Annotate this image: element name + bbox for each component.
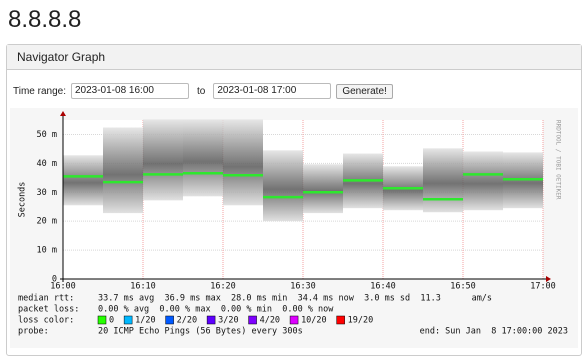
side-note: RRDTOOL / TOBI OETIKER <box>555 120 562 200</box>
legend-swatch <box>206 315 216 325</box>
smoke <box>183 119 223 197</box>
y-tick-label: 40 m <box>37 159 57 169</box>
legend-swatch <box>248 315 257 325</box>
arrow <box>60 111 66 116</box>
y-axis-label: Seconds <box>18 182 28 218</box>
smoke <box>223 119 263 206</box>
legend-entry: 1/20 <box>135 316 155 326</box>
panel: Navigator Graph Time range: 2023-01-08 1… <box>6 44 582 356</box>
probe-text: 20 ICMP Echo Pings (56 Bytes) every 300s <box>98 327 303 337</box>
chart: 0 10 m 20 m 30 m 40 m 50 m 16:00 16:10 16:20 16:3… <box>10 108 578 348</box>
smoke <box>63 155 103 206</box>
y-tick-label: 10 m <box>37 246 57 256</box>
x-tick-label: 16:50 <box>450 282 476 292</box>
x-tick-label: 16:30 <box>290 282 316 292</box>
form: Time range: 2023-01-08 16:00 to 2023-01-… <box>13 83 393 99</box>
x-tick-label: 16:10 <box>130 282 156 292</box>
smoke <box>103 127 143 214</box>
y-tick-label: 30 m <box>37 188 57 198</box>
smoke <box>143 119 183 201</box>
generate-button[interactable]: Generate! <box>336 83 393 99</box>
smoke <box>303 164 343 214</box>
x-tick-label: 16:00 <box>50 282 76 292</box>
start-input[interactable]: 2023-01-08 16:00 <box>70 83 189 99</box>
legend-swatch <box>165 315 174 325</box>
label: Time range: <box>13 85 66 97</box>
legend-swatch <box>336 315 345 325</box>
legend-swatch <box>123 315 133 325</box>
label: to <box>196 85 206 97</box>
stat-text: 33.7 ms avg 36.9 ms max 28.0 ms min 34.4… <box>98 294 492 304</box>
legend-swatch <box>289 315 299 325</box>
stat-label: median rtt: <box>18 294 74 304</box>
end-text: end: Sun Jan 8 17:00:00 2023 <box>420 327 568 337</box>
legend-swatch <box>97 315 107 325</box>
smoke <box>423 148 463 213</box>
y-tick-label: 20 m <box>37 217 57 227</box>
legend-entry: 0 <box>109 316 114 326</box>
loss-label: loss color: <box>18 316 74 326</box>
y-tick-label: 50 m <box>37 130 57 140</box>
x-tick-label: 17:00 <box>530 282 556 292</box>
y-tick-label: 0 <box>52 275 57 285</box>
legend-entry: 10/20 <box>301 316 327 326</box>
smoke <box>263 150 303 222</box>
x-tick-label: 16:20 <box>210 282 236 292</box>
stat-label: packet loss: <box>18 305 79 315</box>
x-tick-label: 16:40 <box>370 282 396 292</box>
legend-entry: 19/20 <box>348 316 374 326</box>
stat-text: 0.00 % avg 0.00 % max 0.00 % min 0.00 % … <box>98 305 334 315</box>
smoke <box>463 151 503 211</box>
probe-label: probe: <box>18 327 49 337</box>
panel-header: Navigator Graph <box>7 45 581 70</box>
end-input[interactable]: 2023-01-08 17:00 <box>213 83 332 99</box>
legend-entry: 2/20 <box>177 316 197 326</box>
legend-entry: 3/20 <box>218 316 238 326</box>
arrow <box>546 276 551 282</box>
legend-entry: 4/20 <box>260 316 280 326</box>
page-title: 8.8.8.8 <box>8 6 82 33</box>
